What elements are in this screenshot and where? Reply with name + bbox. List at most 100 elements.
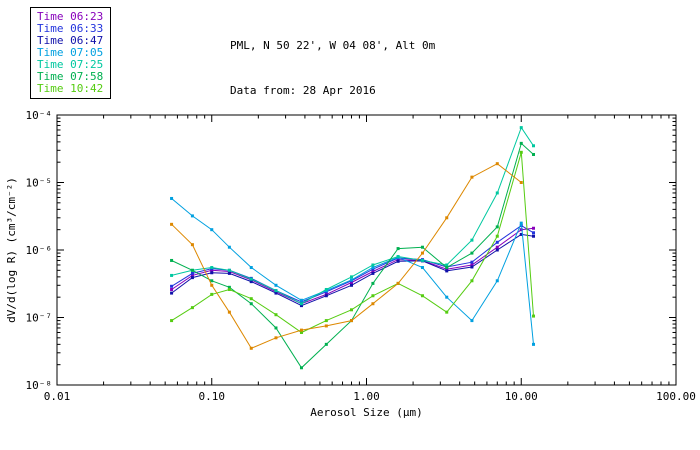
series-marker bbox=[350, 281, 354, 285]
series-marker bbox=[519, 181, 523, 184]
series-marker bbox=[470, 265, 474, 269]
series-marker bbox=[532, 226, 536, 230]
series-marker bbox=[274, 289, 278, 293]
series-marker bbox=[371, 281, 375, 285]
series-marker bbox=[210, 228, 214, 232]
series-marker bbox=[371, 270, 375, 274]
series-marker bbox=[371, 263, 375, 267]
y-tick-label: 10⁻⁴ bbox=[26, 109, 53, 122]
series-marker bbox=[190, 306, 194, 310]
series-marker bbox=[495, 191, 499, 195]
series-marker bbox=[470, 263, 474, 267]
series-marker bbox=[249, 266, 253, 270]
x-tick-label: 0.01 bbox=[44, 390, 71, 403]
series-marker bbox=[274, 313, 278, 317]
y-axis-label: dV/d(log R) (cm³/cm⁻²) bbox=[5, 177, 18, 323]
series-marker bbox=[350, 319, 354, 323]
series-marker bbox=[470, 260, 474, 264]
series-marker bbox=[249, 280, 253, 284]
series-marker bbox=[324, 294, 328, 298]
series-marker bbox=[170, 258, 174, 262]
x-axis-label: Aerosol Size (μm) bbox=[310, 406, 423, 419]
series-marker bbox=[274, 336, 278, 340]
series-marker bbox=[324, 342, 328, 346]
series-marker bbox=[445, 263, 449, 267]
x-tick-label: 100.00 bbox=[656, 390, 696, 403]
series-marker bbox=[170, 319, 174, 323]
series-marker bbox=[190, 273, 194, 277]
plot-header: PML, N 50 22', W 04 08', Alt 0m Data fro… bbox=[230, 8, 435, 128]
series-marker bbox=[170, 273, 174, 277]
series-marker bbox=[249, 297, 253, 301]
series-marker bbox=[495, 225, 499, 229]
series-marker bbox=[299, 330, 303, 334]
series-marker bbox=[445, 216, 449, 220]
series-marker bbox=[299, 366, 303, 370]
series-marker bbox=[299, 302, 303, 306]
series-marker bbox=[371, 266, 375, 270]
series-marker bbox=[227, 271, 231, 275]
legend-item: Time 07:58 bbox=[37, 70, 104, 83]
series-marker bbox=[396, 281, 400, 285]
series-marker bbox=[470, 175, 474, 179]
series-marker bbox=[210, 268, 214, 272]
series-marker bbox=[190, 276, 194, 280]
series-marker bbox=[350, 278, 354, 282]
series-marker bbox=[249, 277, 253, 281]
series-marker bbox=[299, 328, 303, 332]
series-marker bbox=[299, 304, 303, 308]
series-marker bbox=[350, 283, 354, 287]
series-marker bbox=[324, 287, 328, 291]
series-marker bbox=[495, 245, 499, 249]
series-marker bbox=[532, 342, 536, 346]
series-marker bbox=[190, 243, 194, 247]
series-marker bbox=[371, 294, 375, 298]
x-tick-label: 1.00 bbox=[353, 390, 380, 403]
y-tick-label: 10⁻⁷ bbox=[26, 312, 53, 325]
series-marker bbox=[445, 310, 449, 314]
series-marker bbox=[532, 314, 536, 318]
series-marker bbox=[396, 255, 400, 259]
title-line-1: PML, N 50 22', W 04 08', Alt 0m bbox=[230, 39, 436, 52]
series-marker bbox=[420, 258, 424, 262]
series-marker bbox=[396, 258, 400, 262]
series-line bbox=[171, 227, 534, 305]
series-marker bbox=[170, 222, 174, 226]
series-marker bbox=[470, 279, 474, 283]
series-marker bbox=[227, 310, 231, 314]
series-marker bbox=[420, 294, 424, 298]
x-tick-label: 0.10 bbox=[199, 390, 226, 403]
plot-frame bbox=[56, 114, 677, 386]
series-marker bbox=[519, 232, 523, 236]
series-marker bbox=[274, 291, 278, 295]
series-marker bbox=[227, 268, 231, 272]
legend-item: Time 06:47 bbox=[37, 34, 104, 47]
series-marker bbox=[495, 234, 499, 238]
y-tick-label: 10⁻⁵ bbox=[26, 177, 53, 190]
series-marker bbox=[519, 150, 523, 154]
series-marker bbox=[371, 302, 375, 306]
series-marker bbox=[210, 271, 214, 275]
series-marker bbox=[324, 319, 328, 323]
series-marker bbox=[249, 346, 253, 350]
y-tick-label: 10⁻⁶ bbox=[26, 244, 53, 257]
series-marker bbox=[495, 162, 499, 166]
series-marker bbox=[350, 275, 354, 279]
series-marker bbox=[249, 302, 253, 306]
series-marker bbox=[190, 268, 194, 272]
series-marker bbox=[445, 267, 449, 271]
series-marker bbox=[350, 308, 354, 312]
series-marker bbox=[396, 247, 400, 251]
series-marker bbox=[532, 231, 536, 235]
series-marker bbox=[495, 248, 499, 252]
series-marker bbox=[396, 259, 400, 263]
series-line bbox=[171, 152, 534, 334]
legend-box: Time 06:23 Time 06:33 Time 06:47 Time 07:05… bbox=[30, 7, 112, 99]
series-marker bbox=[445, 266, 449, 270]
series-marker bbox=[371, 267, 375, 271]
series-marker bbox=[445, 295, 449, 299]
series-marker bbox=[532, 152, 536, 156]
legend-item: Time 07:05 bbox=[37, 46, 104, 59]
series-marker bbox=[299, 300, 303, 304]
